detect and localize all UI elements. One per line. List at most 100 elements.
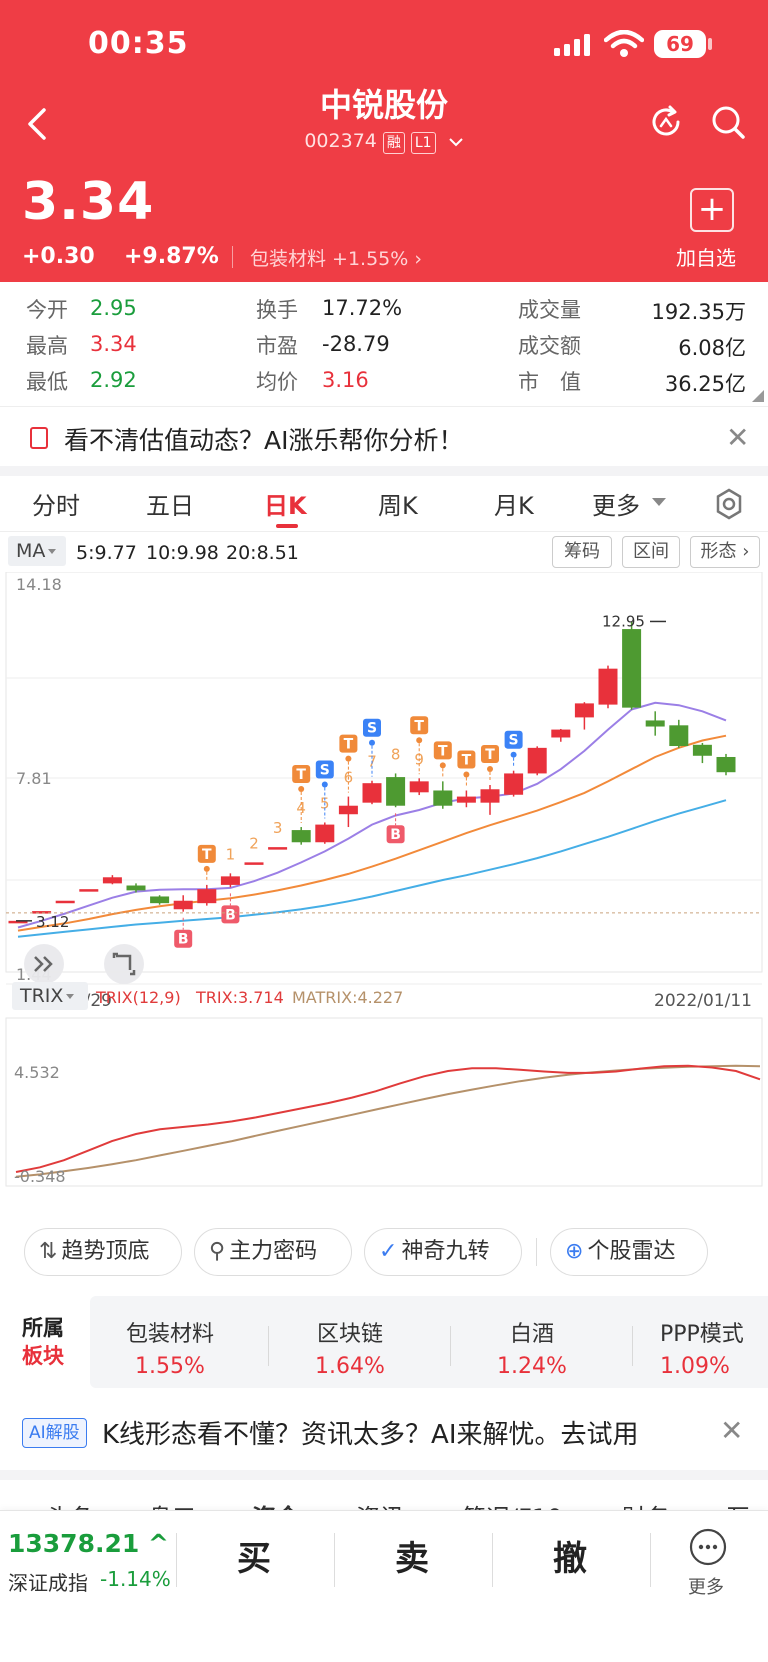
main-force-code-button[interactable]: ⚲ 主力密码 xyxy=(194,1228,352,1276)
ai-badge: AI解股 xyxy=(22,1418,87,1448)
signal-marker: B xyxy=(174,917,193,948)
y-axis-top-label: 14.18 xyxy=(16,575,62,594)
candle-body xyxy=(220,876,240,885)
signal-dot xyxy=(487,766,493,773)
close-icon[interactable]: ✕ xyxy=(720,1414,744,1447)
sell-button[interactable]: 卖 xyxy=(395,1539,429,1579)
stock-code-line[interactable]: 002374 融 L1 xyxy=(0,130,768,154)
trix-panel-frame xyxy=(5,1017,763,1187)
chip-distribution-button[interactable]: 筹码 xyxy=(552,536,612,568)
expand-chart-button[interactable] xyxy=(24,944,64,984)
candle-body xyxy=(433,790,453,806)
signal-label: S xyxy=(320,762,330,778)
candle xyxy=(598,665,618,709)
index-value[interactable]: 13378.21 ^ xyxy=(8,1529,169,1558)
add-watchlist-label[interactable]: 加自选 xyxy=(676,246,736,270)
trend-arrows-icon: ⇅ xyxy=(39,1239,58,1264)
low-label: 最低 xyxy=(26,370,68,394)
ma10-label: 10:9.98 xyxy=(146,542,219,564)
candle xyxy=(220,873,240,888)
sectors-heading-line2: 板块 xyxy=(22,1344,64,1368)
avg-label: 均价 xyxy=(256,370,298,394)
index-name[interactable]: 深证成指 xyxy=(8,1571,88,1595)
signal-box xyxy=(363,718,381,737)
margin-tag: 融 xyxy=(382,132,405,154)
range-button[interactable]: 区间 xyxy=(622,536,680,568)
trend-top-bottom-button[interactable]: ⇅ 趋势顶底 xyxy=(24,1228,182,1276)
tab-weekly-k[interactable]: 周K xyxy=(378,492,418,520)
magic-nine-button[interactable]: ✓ 神奇九转 xyxy=(364,1228,522,1276)
candle-body xyxy=(527,747,547,774)
tab-monthly-k[interactable]: 月K xyxy=(494,492,534,520)
tab-finance[interactable]: 财务 xyxy=(622,1498,670,1510)
signal-label: B xyxy=(178,932,189,948)
y-axis-mid-label: 7.81 xyxy=(16,769,52,788)
tab-daily-k[interactable]: 日K xyxy=(264,492,307,520)
candle xyxy=(32,911,52,914)
signal-label: T xyxy=(414,718,424,734)
sector-link[interactable]: 包装材料 +1.55% › xyxy=(250,248,422,270)
candle xyxy=(268,847,288,850)
candle-body xyxy=(362,783,382,803)
candle xyxy=(79,889,99,892)
volume-value: 192.35万 xyxy=(651,300,746,324)
signal-marker: T xyxy=(339,734,358,793)
add-watchlist-button[interactable]: + xyxy=(690,188,734,232)
tab-more[interactable]: 更多 xyxy=(592,492,640,520)
ma-indicator-select[interactable]: MA xyxy=(8,536,66,566)
buy-button[interactable]: 买 xyxy=(237,1539,271,1579)
tab-order-book[interactable]: 盘口 xyxy=(148,1498,196,1510)
more-icon[interactable] xyxy=(686,1525,730,1569)
pattern-button[interactable]: 形态 › xyxy=(690,536,760,568)
candle xyxy=(480,785,500,815)
ai-banner-text[interactable]: 看不清估值动态？AI涨乐帮你分析！ xyxy=(64,426,464,455)
fullscreen-button[interactable] xyxy=(104,944,144,984)
signal-marker: 8 xyxy=(391,745,401,763)
pe-label: 市盈 xyxy=(256,334,298,358)
status-time: 00:35 xyxy=(88,26,189,61)
candle-body xyxy=(315,824,335,843)
candle xyxy=(574,702,594,730)
more-label[interactable]: 更多 xyxy=(688,1577,724,1598)
ai-promo-banner[interactable]: AI解股 K线形态看不懂？资讯太多？AI来解忧。去试用 ✕ xyxy=(0,1392,768,1478)
trix-y-bottom-label: -0.348 xyxy=(14,1167,66,1186)
magic-nine-label: 神奇九转 xyxy=(401,1239,490,1264)
cancel-order-button[interactable]: 撤 xyxy=(553,1539,587,1579)
section-gap xyxy=(0,1470,768,1480)
matrix-line xyxy=(15,1064,761,1178)
ai-banner[interactable]: 看不清估值动态？AI涨乐帮你分析！ ✕ xyxy=(0,406,768,466)
candle xyxy=(338,796,358,828)
chart-period-tabs: 分时 五日 日K 周K 月K 更多 xyxy=(0,476,768,532)
tab-news[interactable]: 资讯 xyxy=(356,1498,404,1510)
tab-capital[interactable]: 资金 xyxy=(252,1498,300,1510)
candle-body xyxy=(150,896,170,904)
tab-headlines[interactable]: 头条 xyxy=(46,1498,94,1510)
signal-label: S xyxy=(367,721,377,737)
nine-turn-count: 1 xyxy=(226,845,236,863)
stock-radar-button[interactable]: ⊕ 个股雷达 xyxy=(550,1228,708,1276)
high-value: 3.34 xyxy=(90,332,137,356)
expand-corner-icon[interactable] xyxy=(752,390,764,402)
ai-promo-text[interactable]: K线形态看不懂？资讯太多？AI来解忧。去试用 xyxy=(102,1420,639,1450)
search-icon[interactable] xyxy=(710,104,746,140)
tab-profile[interactable]: 简况/F10 xyxy=(462,1498,562,1510)
quote-stats[interactable]: 今开 2.95 最高 3.34 最低 2.92 换手 17.72% 市盈 -28… xyxy=(0,282,768,406)
candle-body xyxy=(645,720,665,727)
candle-body xyxy=(504,773,524,795)
signal-label: T xyxy=(462,752,472,768)
tab-intraday[interactable]: 分时 xyxy=(32,492,80,520)
close-icon[interactable]: ✕ xyxy=(726,421,750,454)
candle-body xyxy=(173,900,193,910)
refresh-icon[interactable] xyxy=(648,104,684,140)
tab-five-day[interactable]: 五日 xyxy=(146,492,194,520)
candle-body xyxy=(338,805,358,815)
x-axis-end-label: 2022/01/11 xyxy=(654,991,752,1011)
settings-icon[interactable] xyxy=(712,484,746,524)
signal-box xyxy=(221,905,240,924)
back-arrow-icon[interactable] xyxy=(22,104,52,144)
tab-interaction[interactable]: 互动 xyxy=(726,1498,768,1510)
trix-indicator-select[interactable]: TRIX xyxy=(12,982,88,1010)
trend-top-bottom-label: 趋势顶底 xyxy=(61,1239,150,1264)
candle-body xyxy=(32,911,52,914)
